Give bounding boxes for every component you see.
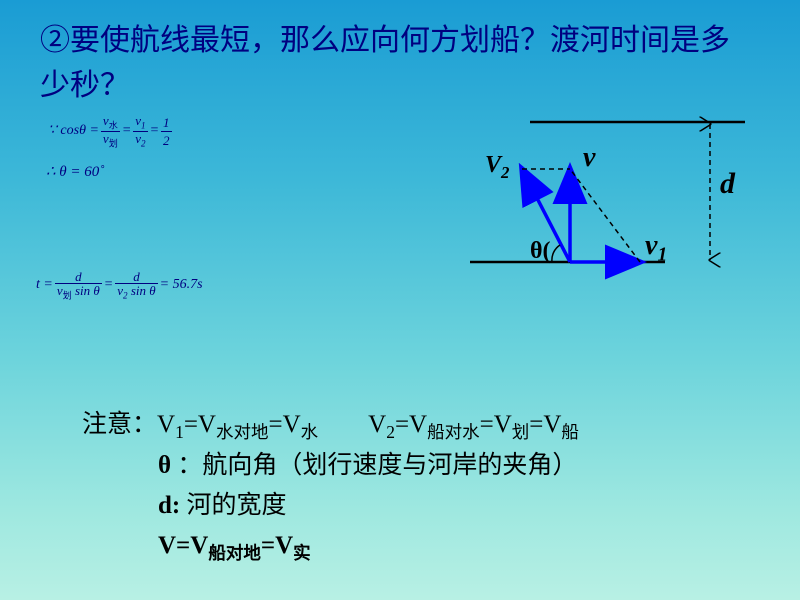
- equation-time: t = d = d = 56.7s v划 sin θ v2 sin θ: [34, 270, 205, 301]
- question-text: ②要使航线最短，那么应向何方划船？渡河时间是多少秒？: [0, 0, 800, 108]
- vector-diagram: V2 v d v1 θ(: [410, 112, 750, 282]
- notes-line-1: 注意：V1=V水对地=V水 V2=V船对水=V划=V船: [82, 405, 579, 446]
- label-theta: θ(: [530, 238, 551, 265]
- diagram-svg: [410, 112, 750, 282]
- equation-cos: ∵ cosθ = v水 = v1 = 1 v划 v2 2: [46, 114, 172, 148]
- label-v: v: [583, 142, 595, 174]
- notes-block: 注意：V1=V水对地=V水 V2=V船对水=V划=V船 θ θ：航向角（划行速度…: [82, 405, 579, 567]
- equation-theta: ∴ θ = 60˚: [46, 162, 104, 181]
- label-v1: v1: [645, 230, 667, 267]
- notes-line-4: V=V船对地=V实: [82, 526, 579, 567]
- label-d: d: [720, 167, 735, 201]
- notes-line-3: d: 河的宽度: [82, 486, 579, 526]
- notes-line-2: θ θ：航向角（划行速度与河岸的夹角）：航向角（划行速度与河岸的夹角）: [82, 446, 579, 486]
- label-v2: V2: [485, 152, 509, 183]
